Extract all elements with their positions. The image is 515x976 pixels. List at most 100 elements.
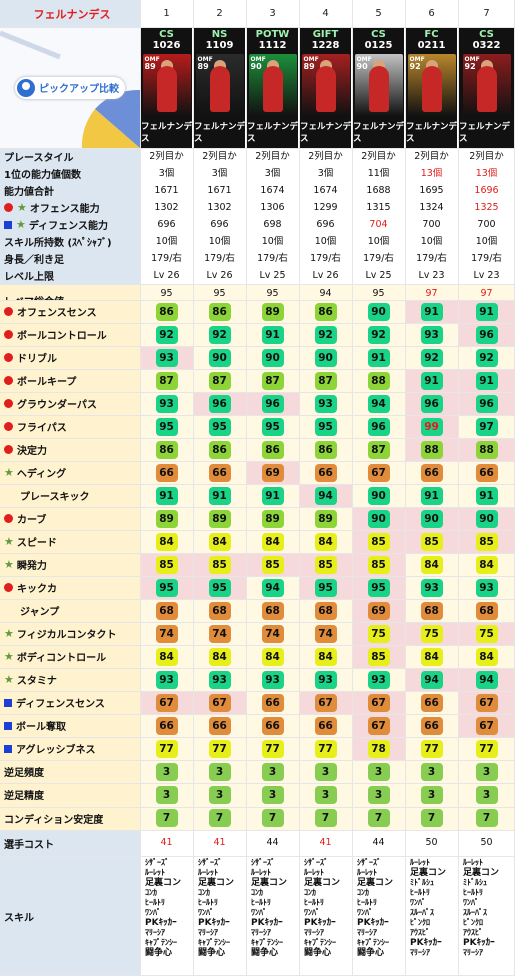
player-card[interactable]: NS 1109 OMF 89 フェルナンデス bbox=[194, 27, 245, 148]
info-row-label: ★ ディフェンス能力 bbox=[0, 216, 140, 233]
grid-line bbox=[0, 415, 515, 416]
stat-badge: 86 bbox=[261, 440, 284, 459]
player-card[interactable]: CS 0125 OMF 90 フェルナンデス bbox=[353, 27, 404, 148]
info-value: 696 bbox=[210, 218, 229, 230]
star-icon: ★ bbox=[17, 201, 27, 214]
stat-cell: 90 bbox=[458, 507, 515, 530]
stat-badge: 96 bbox=[367, 417, 390, 436]
stat-badge: 91 bbox=[261, 325, 284, 344]
foot-cell: 3 bbox=[140, 783, 193, 807]
grid-line bbox=[0, 369, 515, 370]
stat-cell: 66 bbox=[246, 691, 299, 714]
card-version: CS bbox=[159, 29, 174, 40]
card-position-rating: OMF 89 bbox=[304, 56, 319, 71]
stat-badge: 99 bbox=[420, 417, 443, 436]
stat-badge: 68 bbox=[155, 601, 178, 620]
pickup-compare-button[interactable]: ピックアップ比較 bbox=[15, 76, 125, 99]
foot-cell: 3 bbox=[299, 760, 352, 784]
card-id: 1228 bbox=[311, 40, 340, 51]
stat-badge: 93 bbox=[367, 670, 390, 689]
card-version: POTW bbox=[255, 29, 290, 40]
stat-cell: 66 bbox=[246, 714, 299, 737]
stat-badge: 96 bbox=[475, 325, 498, 344]
row-label-text: 逆足精度 bbox=[4, 791, 44, 803]
card-overall: 90 bbox=[356, 62, 368, 71]
cost-value: 41 bbox=[213, 837, 226, 848]
stat-cell: 86 bbox=[299, 438, 352, 461]
stat-badge: 89 bbox=[208, 509, 231, 528]
row-label-text: 1位の能力値個数 bbox=[4, 170, 81, 181]
stat-badge: 93 bbox=[155, 348, 178, 367]
stat-cell: 84 bbox=[405, 553, 458, 576]
stat-cell: 66 bbox=[193, 714, 246, 737]
stat-badge: 85 bbox=[155, 555, 178, 574]
foot-cell: 7 bbox=[458, 806, 515, 830]
grid-line bbox=[0, 622, 515, 623]
player-card[interactable]: CS 0322 OMF 92 フェルナンデス bbox=[459, 27, 514, 148]
grid-line bbox=[352, 0, 353, 976]
stat-badge: 85 bbox=[314, 555, 337, 574]
stat-cell: 94 bbox=[458, 668, 515, 691]
stat-cell: 88 bbox=[458, 438, 515, 461]
stat-badge: 84 bbox=[314, 647, 337, 666]
stat-badge: 74 bbox=[314, 624, 337, 643]
row-label-text: ドリブル bbox=[17, 354, 57, 365]
card-position: OMF bbox=[250, 56, 266, 63]
player-card[interactable]: CS 1026 OMF 89 フェルナンデス bbox=[141, 27, 192, 148]
stat-cell: 90 bbox=[193, 346, 246, 369]
stat-row-label: ★ 瞬発力 bbox=[0, 553, 140, 576]
stat-cell: 93 bbox=[299, 668, 352, 691]
player-card[interactable]: POTW 1112 OMF 90 フェルナンデス bbox=[247, 27, 298, 148]
grid-line bbox=[0, 760, 515, 761]
stat-cell: 68 bbox=[193, 599, 246, 622]
foot-cell: 3 bbox=[405, 760, 458, 784]
stat-badge: 95 bbox=[314, 578, 337, 597]
stat-badge: 84 bbox=[420, 647, 443, 666]
row-label-text: スキル bbox=[4, 912, 34, 924]
stat-badge: 92 bbox=[155, 325, 178, 344]
stat-badge: 66 bbox=[420, 716, 443, 735]
stat-cell: 95 bbox=[193, 576, 246, 599]
stat-cell: 69 bbox=[246, 461, 299, 484]
player-silhouette-icon bbox=[262, 66, 283, 112]
foot-badge: 3 bbox=[420, 785, 443, 804]
foot-cell: 3 bbox=[299, 783, 352, 807]
card-overall: 89 bbox=[197, 62, 209, 71]
card-name: フェルナンデス bbox=[406, 122, 457, 144]
player-silhouette-icon bbox=[476, 66, 497, 112]
player-card[interactable]: GIFT 1228 OMF 89 フェルナンデス bbox=[300, 27, 351, 148]
column-number: 5 bbox=[352, 0, 405, 27]
player-card[interactable]: FC 0211 OMF 92 フェルナンデス bbox=[406, 27, 457, 148]
stat-cell: 95 bbox=[299, 576, 352, 599]
stat-cell: 86 bbox=[193, 300, 246, 323]
card-position-rating: OMF 89 bbox=[197, 56, 213, 71]
info-value: 13個 bbox=[420, 167, 443, 179]
stat-badge: 66 bbox=[420, 693, 443, 712]
stat-cell: 91 bbox=[405, 484, 458, 507]
grid-line bbox=[0, 856, 515, 857]
foot-cell: 3 bbox=[352, 760, 405, 784]
stat-badge: 95 bbox=[314, 417, 337, 436]
skill-item: ﾋｰﾙﾄﾘ bbox=[198, 898, 218, 907]
stat-badge: 97 bbox=[475, 417, 498, 436]
stat-badge: 93 bbox=[261, 670, 284, 689]
stat-cell: 96 bbox=[352, 415, 405, 438]
foot-cell: 3 bbox=[405, 783, 458, 807]
offense-dot-icon bbox=[4, 330, 13, 339]
stat-cell: 90 bbox=[352, 507, 405, 530]
skill-item: ﾜﾝﾊﾟ bbox=[304, 908, 320, 917]
stat-cell: 68 bbox=[458, 599, 515, 622]
stat-badge: 91 bbox=[420, 371, 443, 390]
stat-cell: 92 bbox=[193, 323, 246, 346]
stat-badge: 85 bbox=[208, 555, 231, 574]
skill-item: ﾙｰﾚｯﾄ bbox=[410, 858, 430, 867]
stat-cell: 90 bbox=[352, 484, 405, 507]
info-value: 179/右 bbox=[204, 252, 235, 264]
stat-badge: 86 bbox=[314, 440, 337, 459]
card-version: CS bbox=[371, 29, 386, 40]
skill-item: ﾐﾄﾞﾙｼｭ bbox=[463, 878, 487, 887]
stat-cell: 91 bbox=[458, 484, 515, 507]
info-value: 10個 bbox=[420, 235, 443, 247]
rating-number: 95 bbox=[372, 288, 385, 299]
info-value: 1696 bbox=[474, 184, 499, 196]
